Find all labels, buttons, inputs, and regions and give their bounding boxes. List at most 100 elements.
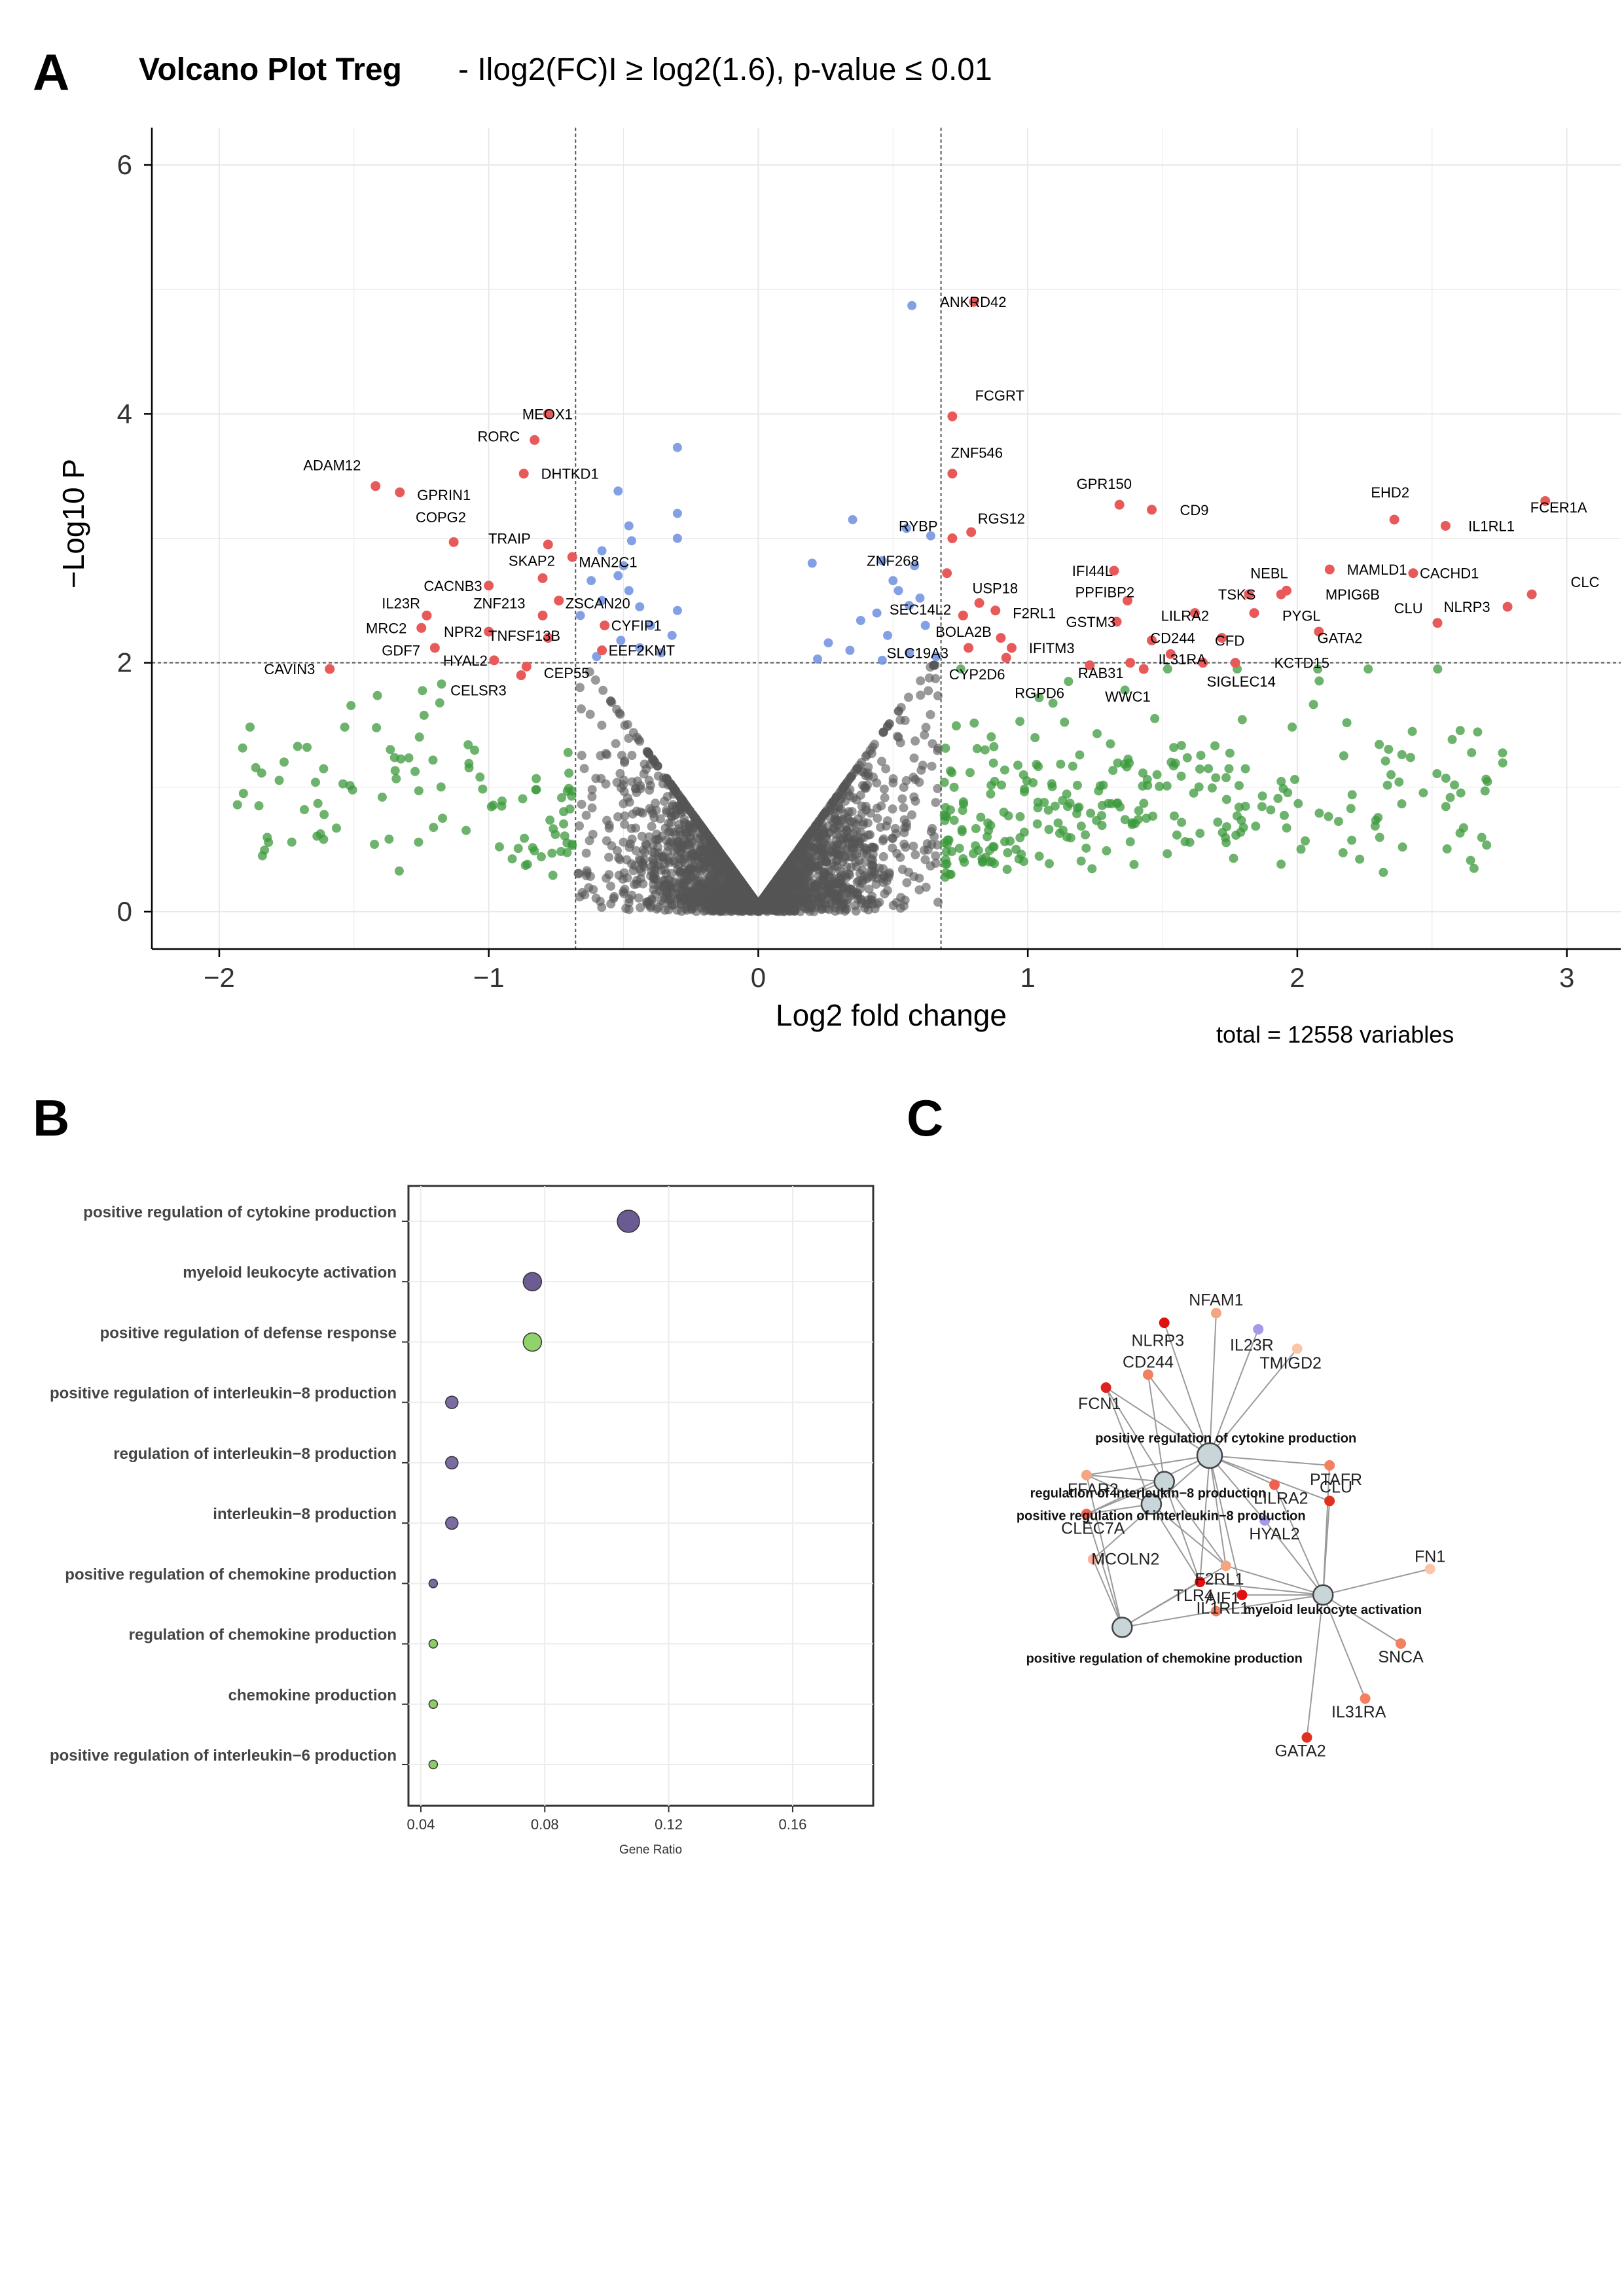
ns-point bbox=[897, 794, 907, 804]
fc-only-point bbox=[1134, 806, 1144, 816]
fc-only-point bbox=[1000, 765, 1009, 775]
sig-point-il23r bbox=[422, 610, 432, 620]
fc-only-point bbox=[1163, 849, 1172, 859]
x-tick-label: 0.12 bbox=[655, 1816, 683, 1833]
dot-8 bbox=[428, 1699, 439, 1710]
p-only-point bbox=[613, 571, 623, 581]
ns-point bbox=[931, 851, 941, 861]
ns-point bbox=[602, 750, 612, 760]
ns-point bbox=[607, 841, 617, 851]
sig-point-tnfsf13b bbox=[543, 633, 553, 643]
ns-point bbox=[619, 868, 629, 878]
network-edge bbox=[1163, 1481, 1201, 1583]
fc-only-point bbox=[989, 842, 999, 852]
gene-label-hyal2: HYAL2 bbox=[1249, 1525, 1299, 1543]
network-edge bbox=[1209, 1455, 1330, 1466]
volcano-fc-points bbox=[232, 664, 1507, 882]
ns-point bbox=[684, 890, 694, 900]
fc-only-point bbox=[997, 780, 1007, 790]
ns-point bbox=[931, 858, 941, 868]
gene-node-ptafr bbox=[1324, 1460, 1335, 1471]
gene-label-celsr3: CELSR3 bbox=[450, 682, 507, 698]
fc-only-point bbox=[559, 807, 569, 817]
network-edge bbox=[1209, 1455, 1265, 1521]
ns-point bbox=[851, 906, 861, 916]
gene-label-ffar2: FFAR2 bbox=[1068, 1480, 1119, 1499]
ns-point bbox=[670, 810, 680, 819]
ns-point bbox=[705, 833, 715, 843]
fc-only-point bbox=[1207, 783, 1217, 793]
fc-only-point bbox=[1019, 857, 1028, 867]
fc-only-point bbox=[1076, 856, 1086, 866]
gene-node-nfam1 bbox=[1210, 1308, 1221, 1319]
ns-point bbox=[614, 853, 624, 863]
fc-only-point bbox=[1441, 773, 1451, 783]
sig-point-mpig6b bbox=[1276, 589, 1286, 600]
fc-only-point bbox=[340, 722, 350, 732]
ns-point bbox=[872, 899, 882, 909]
fc-only-point bbox=[1213, 817, 1223, 827]
fc-only-point bbox=[1039, 797, 1049, 807]
network-edge bbox=[1216, 1594, 1324, 1612]
fc-only-point bbox=[1314, 808, 1324, 818]
ns-point bbox=[617, 751, 626, 761]
term-label: regulation of interleukin−8 production bbox=[1030, 1486, 1267, 1501]
ns-point bbox=[625, 839, 635, 849]
fc-only-point bbox=[958, 853, 968, 863]
fc-only-point bbox=[419, 710, 429, 720]
ns-point bbox=[623, 719, 632, 729]
ns-point bbox=[911, 797, 920, 806]
network-edge bbox=[1163, 1322, 1210, 1456]
fc-only-point bbox=[1473, 727, 1483, 737]
p-only-point bbox=[872, 608, 882, 618]
fc-only-point bbox=[251, 762, 261, 772]
p-only-point bbox=[907, 300, 917, 310]
network-edge bbox=[1105, 1387, 1165, 1482]
fc-only-point bbox=[1058, 825, 1068, 835]
fc-only-point bbox=[567, 839, 577, 849]
ns-point bbox=[577, 799, 586, 809]
ns-point bbox=[579, 764, 589, 774]
network-edge bbox=[1322, 1501, 1331, 1595]
p-only-point bbox=[672, 442, 682, 452]
dot-3 bbox=[445, 1395, 459, 1409]
fc-only-point bbox=[1030, 733, 1040, 743]
ns-point bbox=[834, 816, 844, 825]
sig-point-f2rl1 bbox=[990, 605, 1001, 616]
fc-only-point bbox=[1469, 863, 1479, 873]
ns-point bbox=[585, 709, 595, 719]
ns-point bbox=[929, 832, 939, 842]
fc-only-point bbox=[548, 870, 558, 880]
fc-only-point bbox=[1347, 790, 1357, 800]
ns-point bbox=[714, 871, 724, 881]
ns-point bbox=[924, 673, 934, 683]
ns-point bbox=[627, 777, 637, 787]
fc-only-point bbox=[1447, 734, 1457, 744]
fc-only-point bbox=[1086, 808, 1096, 818]
gene-node-f2rl1 bbox=[1220, 1560, 1231, 1571]
gene-node-clec7a bbox=[1081, 1509, 1092, 1520]
sig-point-ankrd42 bbox=[969, 296, 979, 307]
ns-point bbox=[655, 886, 664, 896]
fc-only-point bbox=[1441, 802, 1451, 812]
fc-only-point bbox=[377, 792, 387, 802]
fc-only-point bbox=[530, 846, 539, 855]
ns-point bbox=[666, 893, 676, 903]
gene-label-ankrd42: ANKRD42 bbox=[940, 294, 1006, 310]
p-only-point bbox=[672, 533, 682, 543]
gene-label-rab31: RAB31 bbox=[1078, 665, 1124, 681]
fc-only-point bbox=[547, 848, 557, 858]
term-node bbox=[1312, 1584, 1334, 1606]
fc-only-point bbox=[1044, 859, 1054, 869]
ns-point bbox=[699, 845, 709, 855]
fc-only-point bbox=[396, 754, 406, 764]
ns-point bbox=[604, 852, 614, 862]
network-nodes bbox=[1081, 1308, 1435, 1743]
fc-only-point bbox=[1382, 780, 1392, 790]
ns-point bbox=[639, 769, 649, 779]
sig-point-kctd15 bbox=[1230, 658, 1240, 668]
ns-point bbox=[857, 808, 867, 818]
ns-point bbox=[619, 889, 628, 899]
fc-only-point bbox=[1017, 850, 1026, 859]
dotplot-frame bbox=[407, 1185, 875, 1807]
